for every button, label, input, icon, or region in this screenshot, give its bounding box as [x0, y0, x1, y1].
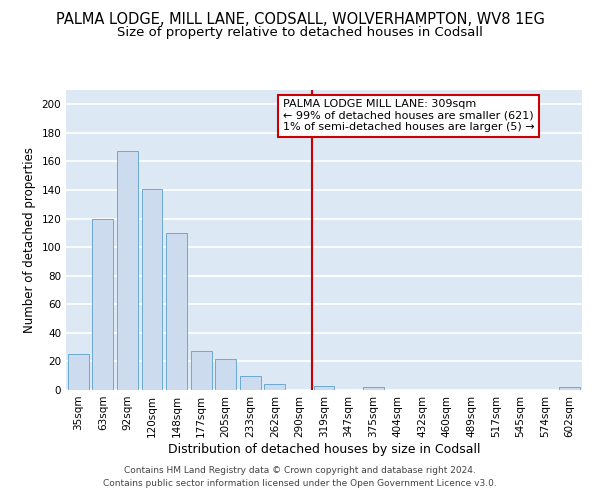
Text: PALMA LODGE, MILL LANE, CODSALL, WOLVERHAMPTON, WV8 1EG: PALMA LODGE, MILL LANE, CODSALL, WOLVERH…	[56, 12, 544, 28]
Bar	[314, 386, 334, 390]
Bar	[362, 387, 383, 390]
Bar	[166, 233, 187, 390]
Bar	[559, 387, 580, 390]
Text: Size of property relative to detached houses in Codsall: Size of property relative to detached ho…	[117, 26, 483, 39]
Text: PALMA LODGE MILL LANE: 309sqm
← 99% of detached houses are smaller (621)
1% of s: PALMA LODGE MILL LANE: 309sqm ← 99% of d…	[283, 99, 535, 132]
Y-axis label: Number of detached properties: Number of detached properties	[23, 147, 36, 333]
Bar	[215, 358, 236, 390]
Bar	[265, 384, 286, 390]
Bar	[117, 152, 138, 390]
Bar	[191, 352, 212, 390]
Text: Contains HM Land Registry data © Crown copyright and database right 2024.
Contai: Contains HM Land Registry data © Crown c…	[103, 466, 497, 487]
Bar	[142, 188, 163, 390]
Bar	[68, 354, 89, 390]
Bar	[240, 376, 261, 390]
X-axis label: Distribution of detached houses by size in Codsall: Distribution of detached houses by size …	[168, 442, 480, 456]
Bar	[92, 218, 113, 390]
